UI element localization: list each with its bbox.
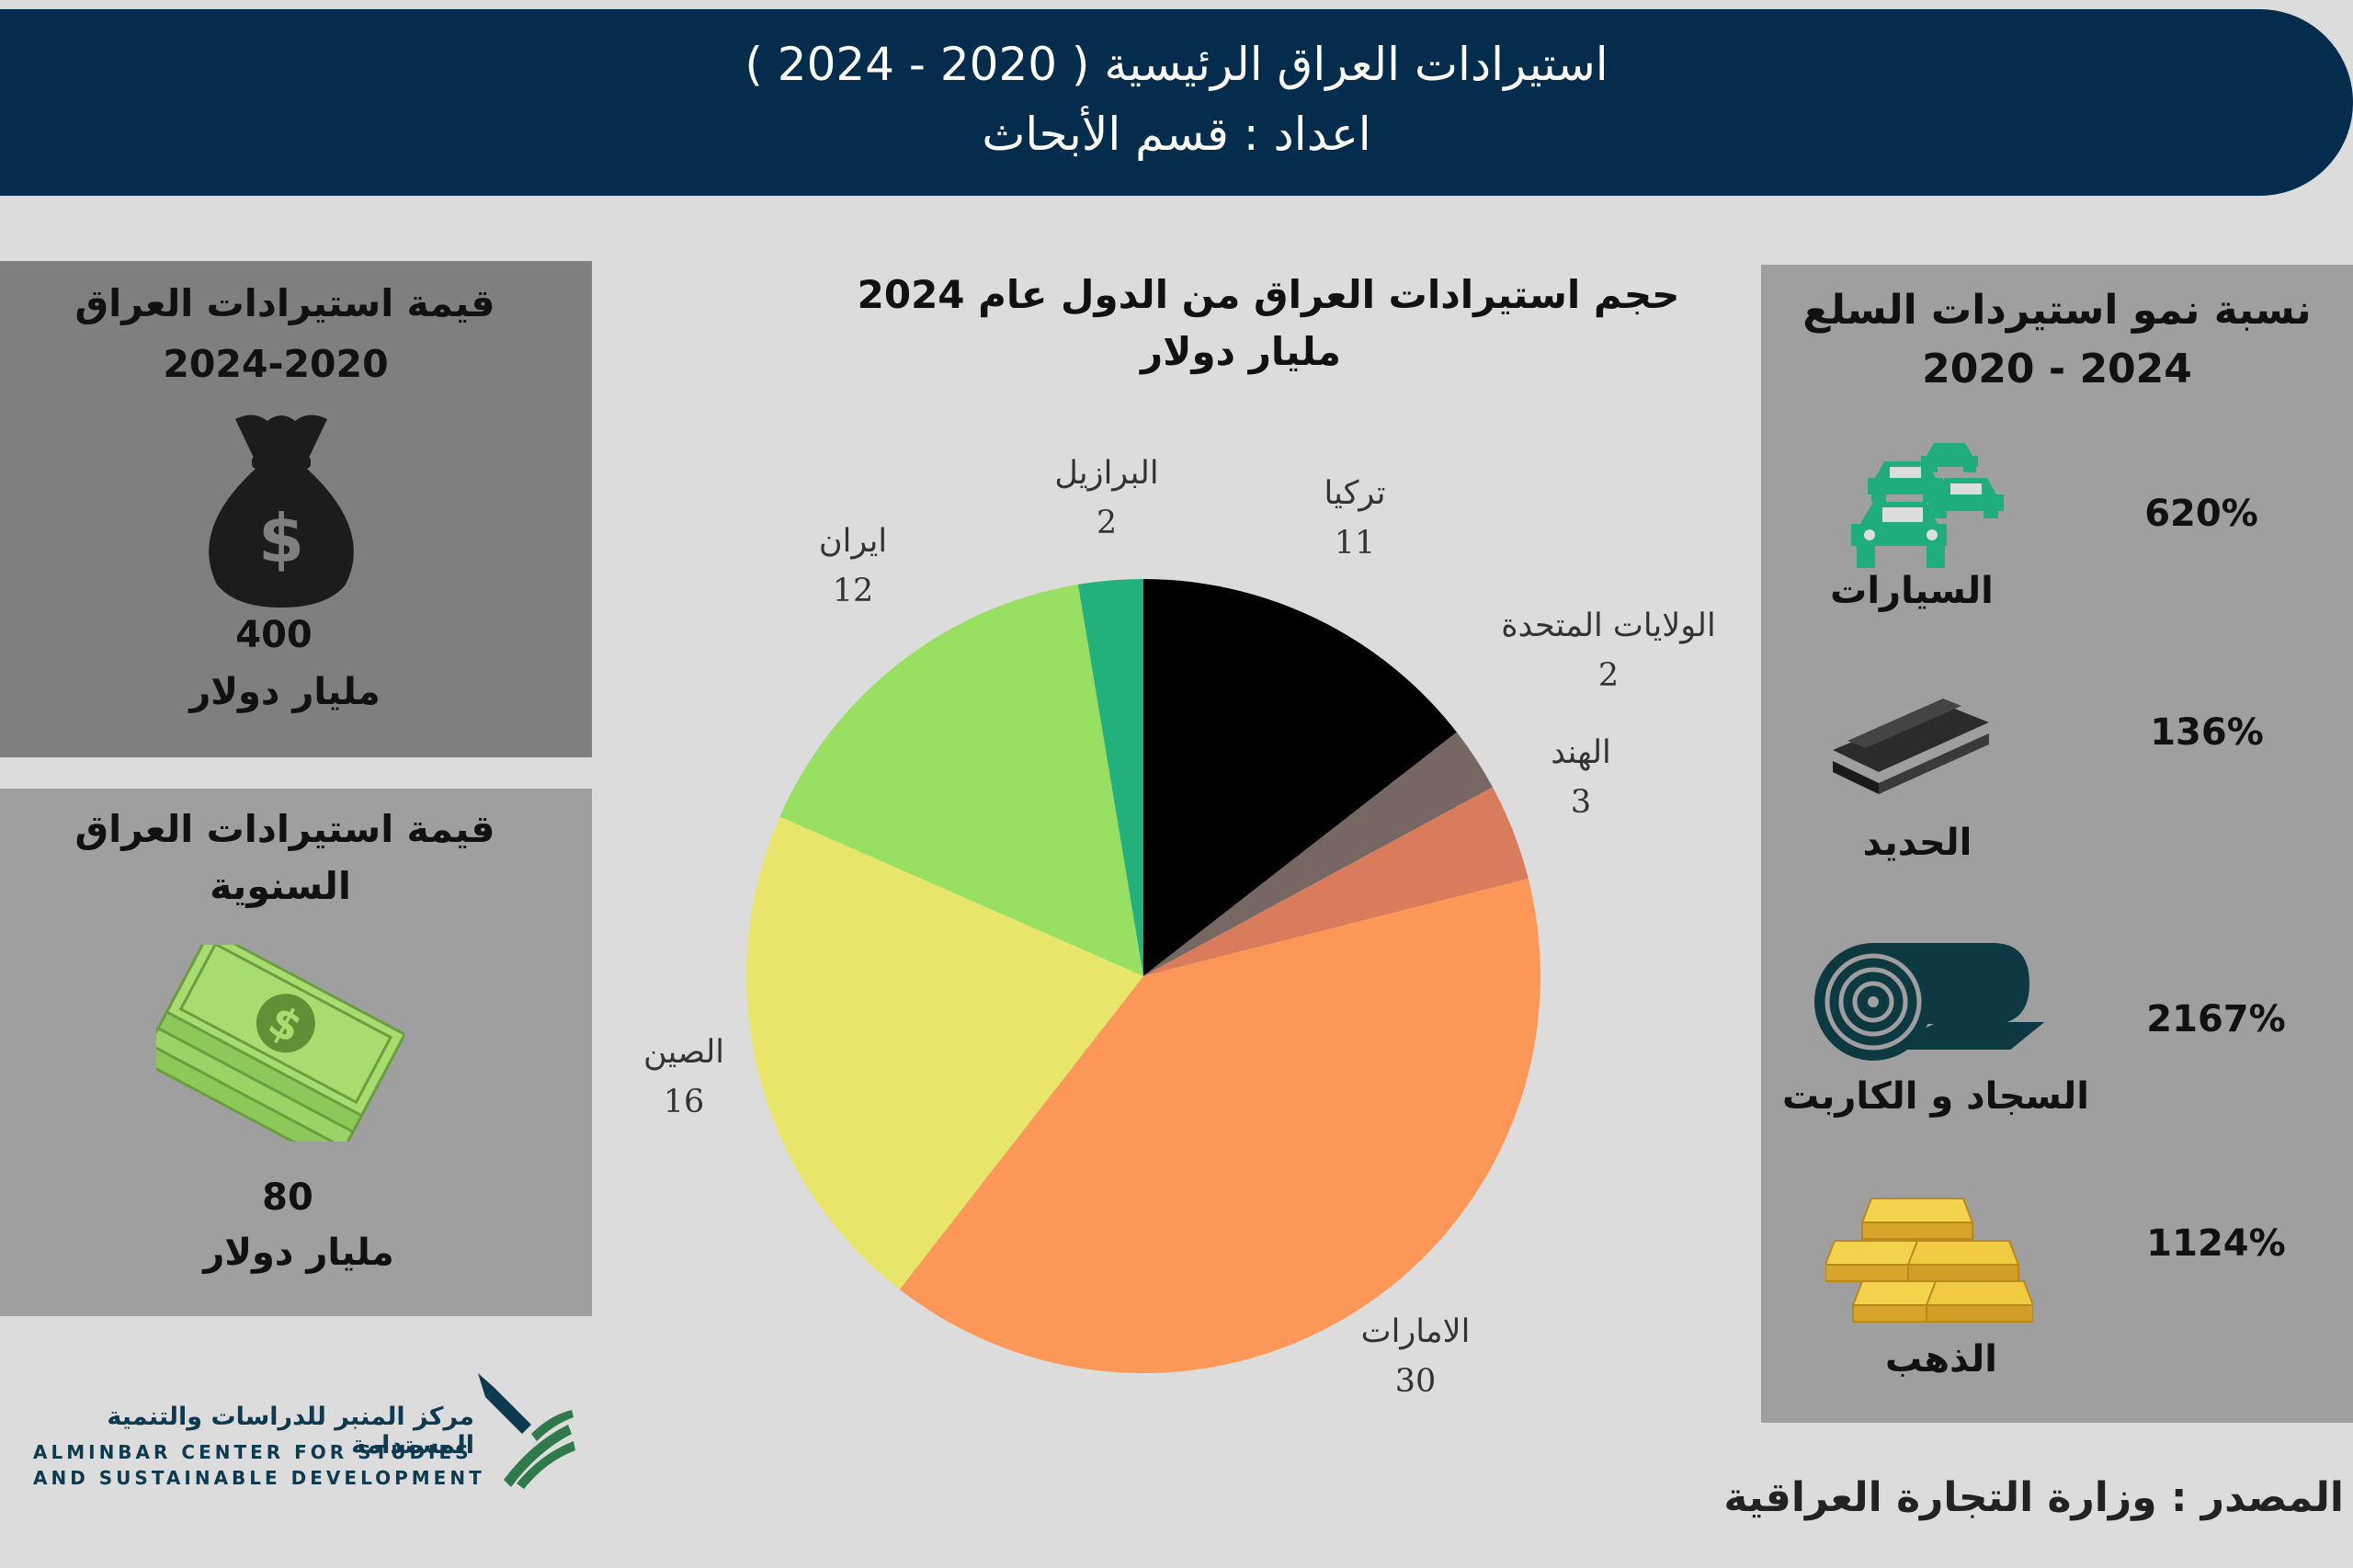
pen-book-logo-icon [478, 1373, 575, 1489]
pie-slice-value: 2 [1096, 505, 1118, 541]
logo-english-line1: ALMINBAR CENTER FOR STUDIES [33, 1441, 472, 1463]
annual-imports-value: 80 [262, 1176, 313, 1219]
pie-slice-label: ايران 12 [697, 517, 1009, 616]
annual-imports-subtitle: السنوية [210, 864, 351, 908]
cars-growth-value: 620% [2144, 493, 2258, 535]
gold-growth-value: 1124% [2146, 1222, 2286, 1265]
steel-beams-icon [1833, 699, 1989, 794]
chart-subtitle: مليار دولار [1141, 329, 1341, 374]
pie-slice-name: تركيا [1324, 475, 1386, 512]
pie-slice [1143, 732, 1493, 976]
pie-slice-value: 16 [663, 1084, 705, 1120]
pie-slice-value: 30 [1394, 1363, 1437, 1400]
chart-title: حجم استيرادات العراق من الدول عام 2024 [857, 272, 1680, 317]
gold-bars-icon [1825, 1198, 2033, 1323]
pie-slice-value: 2 [1597, 657, 1620, 694]
total-imports-value: 400 [235, 614, 313, 656]
pie-slice-label: الهند 3 [1425, 728, 1737, 827]
pie-slice [1143, 787, 1529, 976]
gold-label: الذهب [1885, 1338, 1997, 1381]
svg-text:$: $ [258, 500, 304, 577]
pie-slice-label: تركيا 11 [1199, 469, 1511, 568]
pie-slice-name: الامارات [1360, 1313, 1471, 1350]
growth-panel [1761, 265, 2353, 1423]
annual-imports-title: قيمة استيرادات العراق [74, 807, 495, 851]
pie-slice-name: البرازيل [1054, 455, 1159, 492]
pie-slice-value: 11 [1334, 525, 1376, 562]
page-subtitle: اعداد : قسم الأبحاث [982, 108, 1371, 161]
pie-slice-name: ايران [818, 523, 888, 560]
carpet-growth-value: 2167% [2146, 998, 2286, 1040]
pie-slice [899, 878, 1540, 1373]
pie-slice [745, 816, 1143, 1290]
annual-imports-unit: مليار دولار [203, 1232, 394, 1274]
total-imports-period: 2024-2020 [163, 342, 389, 386]
total-imports-title: قيمة استيرادات العراق [74, 281, 495, 325]
pie-slice-name: الهند [1551, 734, 1611, 771]
logo-arabic-name: مركز المنبر للدراسات والتنمية المستدامة [107, 1403, 474, 1460]
header-banner [0, 9, 2353, 196]
growth-title: نسبة نمو استيردات السلع [1802, 287, 2312, 334]
pie-slice-label: الامارات 30 [1259, 1307, 1572, 1406]
steel-label: الحديد [1862, 822, 1972, 864]
pie-slice-label: الولايات المتحدة 2 [1452, 601, 1765, 700]
cars-icon [1851, 443, 2004, 568]
pie-slice [779, 584, 1143, 976]
pie-slice [1077, 579, 1143, 976]
steel-growth-value: 136% [2150, 711, 2264, 754]
carpet-roll-icon [1814, 943, 2050, 1061]
cars-label: السيارات [1830, 570, 1994, 612]
pie-slice-label: البرازيل 2 [950, 449, 1263, 548]
growth-period: 2020 - 2024 [1922, 346, 2192, 392]
money-bag-icon: $ [209, 415, 354, 608]
logo-english-line2: AND SUSTAINABLE DEVELOPMENT [33, 1467, 485, 1489]
source-note: المصدر : وزارة التجارة العراقية [1723, 1474, 2344, 1521]
total-imports-unit: مليار دولار [189, 671, 381, 713]
pie-slice-name: الولايات المتحدة [1501, 608, 1716, 644]
carpet-label: السجاد و الكاربت [1782, 1075, 2089, 1118]
pie-slice-value: 12 [832, 573, 874, 609]
pie-slice [1143, 579, 1457, 976]
page-title: استيرادات العراق الرئيسية ( 2020 - 2024 … [745, 38, 1608, 91]
pie-slice-name: الصين [643, 1034, 724, 1071]
pie-slice-value: 3 [1570, 784, 1592, 821]
pie-slice-label: الصين 16 [528, 1028, 840, 1127]
banknotes-icon: $ [156, 945, 404, 1142]
